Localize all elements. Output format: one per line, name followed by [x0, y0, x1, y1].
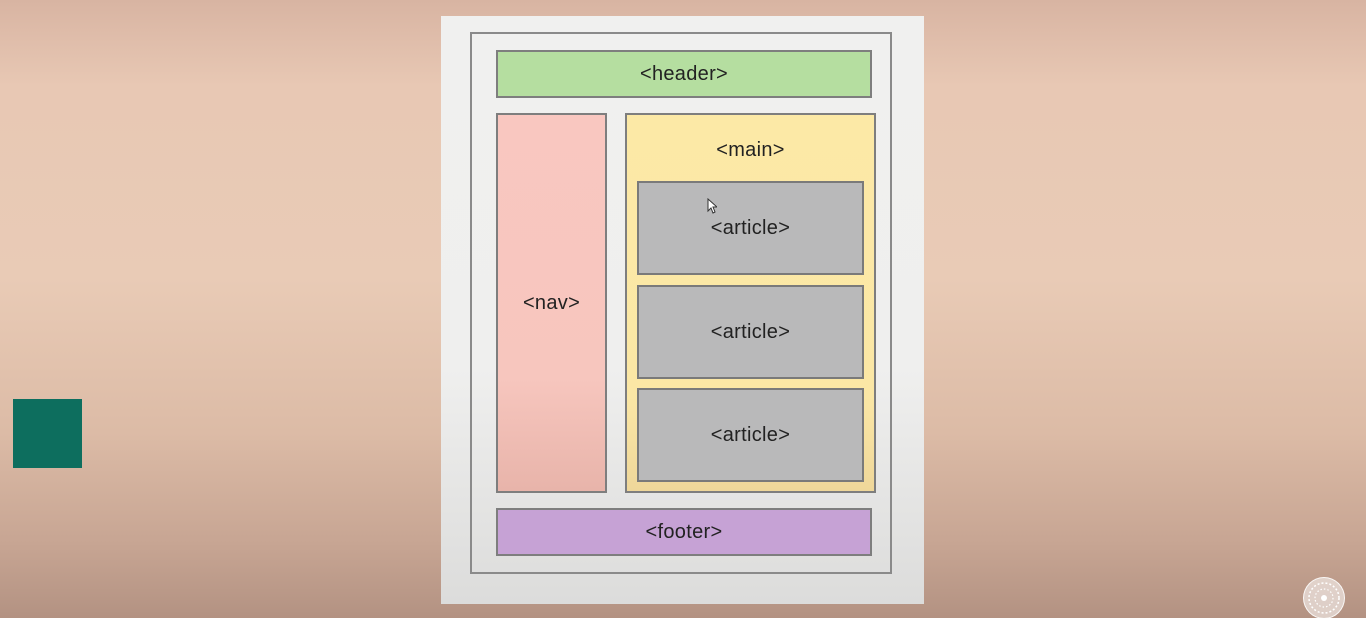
footer-label: <footer>	[645, 520, 723, 543]
page-layout-frame	[470, 32, 892, 574]
channel-logo-icon	[1303, 577, 1345, 618]
article-block-2: <article>	[637, 285, 864, 379]
article-label: <article>	[710, 423, 791, 446]
main-label: <main>	[716, 139, 785, 161]
header-label: <header>	[639, 62, 729, 85]
header-block: <header>	[496, 50, 872, 98]
article-label: <article>	[710, 320, 791, 343]
article-label: <article>	[710, 216, 791, 239]
nav-block: <nav>	[496, 113, 607, 493]
article-block-3: <article>	[637, 388, 864, 482]
teal-square	[13, 399, 82, 468]
nav-label: <nav>	[522, 291, 581, 314]
footer-block: <footer>	[496, 508, 872, 556]
mouse-cursor-icon	[707, 198, 717, 214]
article-block-1: <article>	[637, 181, 864, 275]
